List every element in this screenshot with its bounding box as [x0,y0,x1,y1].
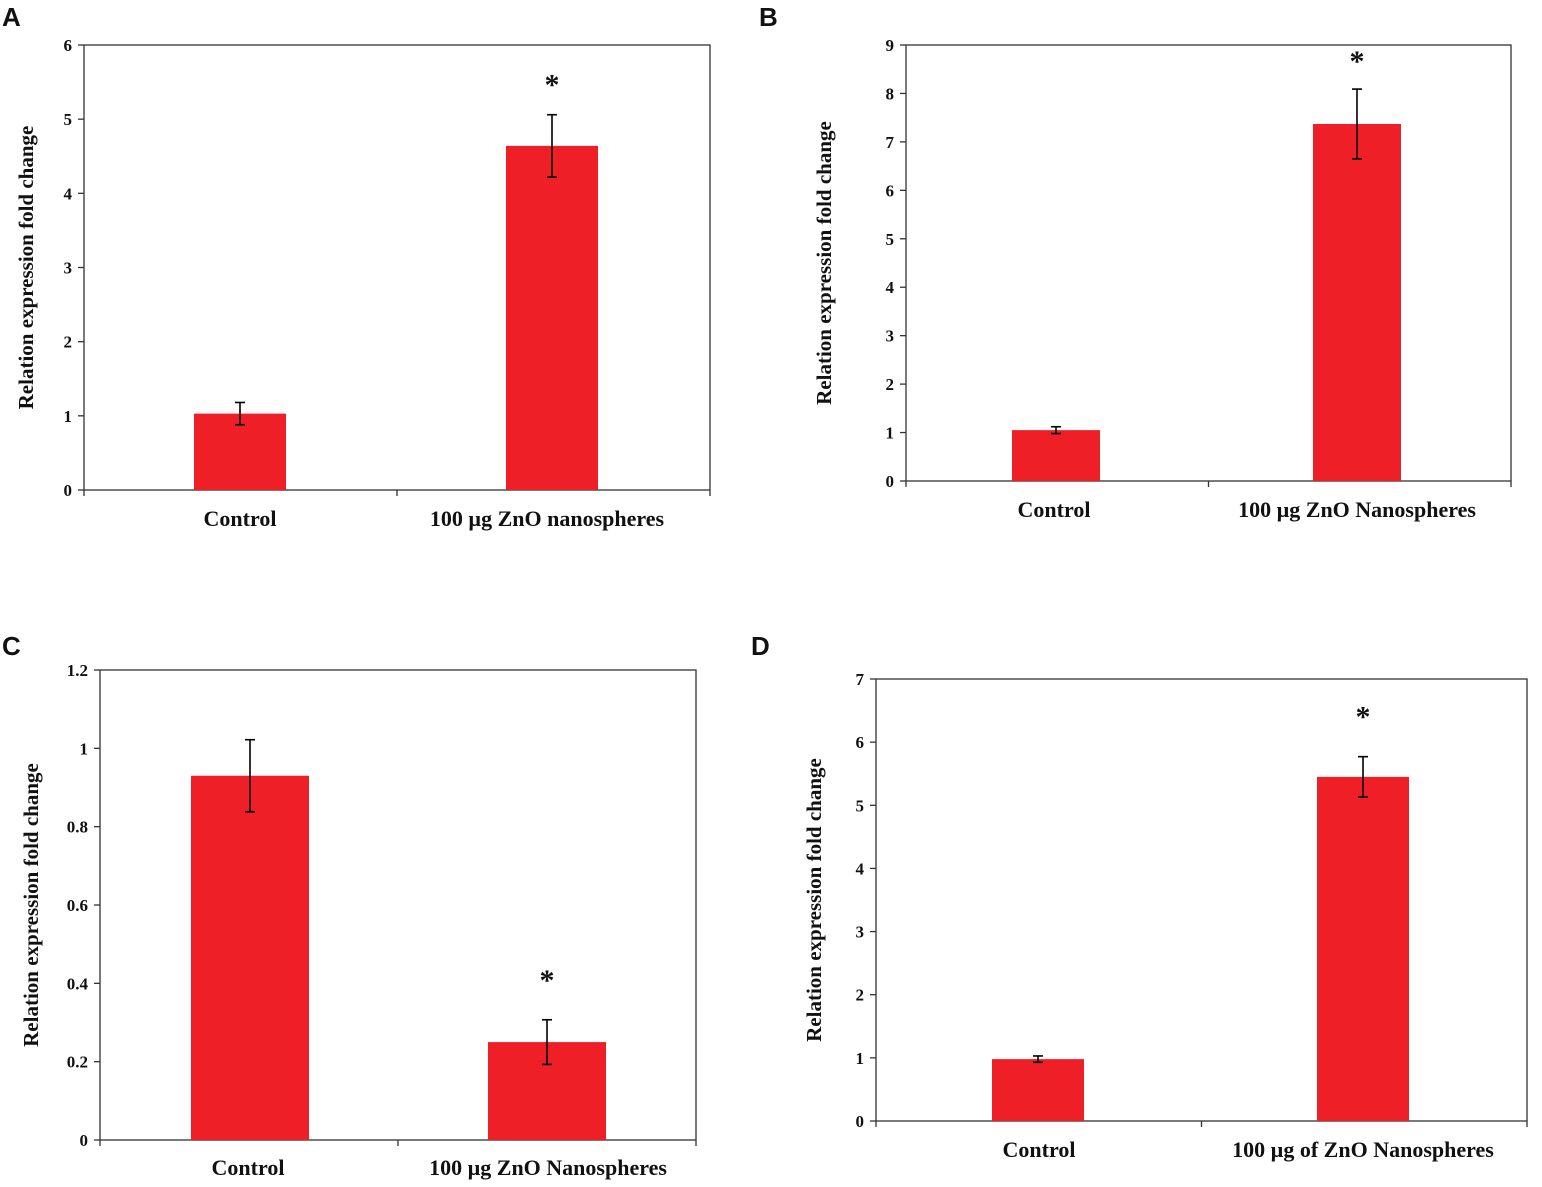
y-tick-label: 3 [856,923,865,942]
y-tick-label: 0 [856,1112,865,1131]
bar-chart-a: 0 1 2 3 4 5 6 * Control 100 µg ZnO nanospheres Rel… [14,36,711,531]
panel-label: A [2,2,21,32]
y-tick-label: 2 [856,986,865,1005]
y-tick-label: 5 [886,230,895,249]
plot-frame [875,678,1528,1122]
y-tick-label: 6 [856,733,865,752]
y-tick-label: 6 [886,181,895,200]
significance-marker: * [540,964,555,997]
y-tick-label: 7 [856,670,865,689]
x-category-label: 100 µg of ZnO Nanospheres [1232,1137,1494,1162]
significance-marker: * [1356,701,1371,734]
y-tick-label: 2 [886,375,895,394]
panel-label: B [759,2,778,32]
bar [992,1059,1084,1121]
y-tick-label: 4 [64,184,73,203]
x-category-label: Control [1003,1137,1076,1162]
plot-frame [83,44,711,491]
y-tick-label: 3 [64,259,73,278]
plot-frame [99,669,697,1141]
y-axis-label: Relation expression fold change [14,126,38,410]
significance-marker: * [1350,45,1365,78]
y-tick-label: 8 [886,84,895,103]
bar [1012,430,1100,481]
y-tick-label: 0.8 [67,818,88,837]
bar [191,775,309,1140]
y-tick-label: 0.6 [67,896,88,915]
y-axis-label: Relation expression fold change [802,758,826,1042]
bar [1317,776,1409,1121]
y-tick-label: 0.2 [67,1053,88,1072]
x-category-label: 100 µg ZnO Nanospheres [1238,497,1476,522]
panel-c: C 0 0.2 0.4 0.6 0.8 1 1.2 * Control 100 µg ZnO Na… [0,591,771,1182]
y-tick-label: 5 [64,110,73,129]
y-tick-label: 0 [64,481,73,500]
y-tick-label: 5 [856,796,865,815]
y-axis-label: Relation expression fold change [19,763,43,1047]
bar-chart-b: 0 1 2 3 4 5 6 7 8 9 * Control 100 µg ZnO Nanospheres… [812,36,1512,522]
y-tick-label: 4 [886,278,895,297]
y-tick-label: 1.2 [67,661,88,680]
x-category-label: Control [212,1155,285,1180]
bar-chart-d: 0 1 2 3 4 5 6 7 * Control 100 µg of ZnO Nanosphere… [802,670,1528,1162]
x-category-label: Control [1018,497,1091,522]
y-tick-label: 0 [80,1131,89,1150]
panel-a: A 0 1 2 3 4 5 6 * Control 100 µg ZnO nanospheres R… [0,0,771,591]
y-tick-label: 1 [856,1049,865,1068]
significance-marker: * [545,69,560,102]
y-tick-label: 0 [886,472,895,491]
x-category-label: Control [204,506,277,531]
y-tick-label: 1 [886,424,895,443]
plot-frame [905,44,1512,482]
panel-label: D [751,631,770,661]
y-tick-label: 1 [80,739,89,758]
panel-label: C [2,631,21,661]
bar [1313,123,1401,481]
y-tick-label: 1 [64,407,73,426]
bar [194,413,286,490]
bar-chart-c: 0 0.2 0.4 0.6 0.8 1 1.2 * Control 100 µg ZnO Nano… [19,661,697,1180]
y-axis-label: Relation expression fold change [812,121,836,405]
panel-b: B 0 1 2 3 4 5 6 7 8 9 * Control 100 µg ZnO Nanospher… [759,0,1542,591]
bar [506,145,598,490]
x-category-label: 100 µg ZnO nanospheres [430,506,665,531]
y-tick-label: 0.4 [67,974,89,993]
y-tick-label: 7 [886,133,895,152]
y-tick-label: 3 [886,327,895,346]
panel-d: D 0 1 2 3 4 5 6 7 * Control 100 µg of ZnO Nanosphe… [751,591,1542,1182]
x-category-label: 100 µg ZnO Nanospheres [429,1155,667,1180]
y-tick-label: 2 [64,333,73,352]
y-tick-label: 9 [886,36,895,55]
y-tick-label: 6 [64,36,73,55]
y-tick-label: 4 [856,859,865,878]
